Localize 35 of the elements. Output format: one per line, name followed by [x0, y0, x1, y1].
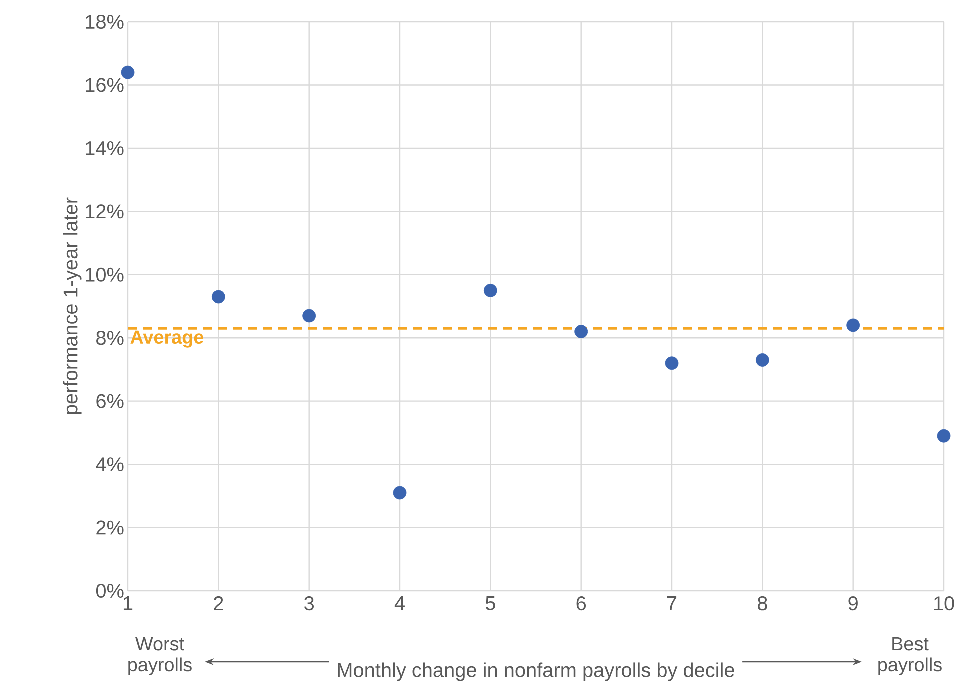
- text: Worst payrolls: [128, 638, 192, 676]
- x-tick-label: 2: [214, 596, 224, 610]
- point: [484, 284, 498, 298]
- y-tick-label: 14%: [86, 141, 124, 156]
- y-tick-label: 16%: [86, 78, 124, 92]
- point: [756, 354, 770, 367]
- x-tick-label: 7: [667, 596, 677, 610]
- point: [212, 290, 226, 304]
- text: Best payrolls: [878, 638, 942, 676]
- y-tick-label: 4%: [96, 458, 124, 472]
- y-tick-label: 18%: [86, 14, 124, 30]
- point: [846, 318, 860, 332]
- ref-line-label: Average: [130, 330, 204, 348]
- y-tick-label: 2%: [96, 520, 124, 535]
- point: [393, 486, 407, 500]
- y-tick-label: 0%: [96, 584, 124, 598]
- x-tick-label: 4: [394, 596, 405, 610]
- x-tick-label: 1: [124, 596, 133, 610]
- point: [121, 66, 135, 80]
- y-tick-label: 10%: [86, 268, 124, 282]
- y-tick-label: 6%: [96, 394, 124, 408]
- x-tick-label: 8: [758, 596, 768, 611]
- y-tick-label: 12%: [86, 204, 124, 219]
- x-axis-title: Monthly change in nonfarm payrolls by decile: [338, 662, 734, 682]
- point: [937, 429, 951, 443]
- x-tick-label: 9: [848, 596, 858, 611]
- x-tick-label: 6: [576, 596, 586, 611]
- point: [302, 309, 316, 323]
- y-axis-title: performance 1-year later: [63, 198, 82, 414]
- x-tick-label: 10: [934, 596, 954, 611]
- x-tick-label: 5: [486, 596, 496, 610]
- y-tick-label: 8%: [96, 331, 124, 346]
- x-tick-label: 3: [304, 596, 314, 611]
- point: [665, 356, 679, 370]
- point: [574, 325, 588, 338]
